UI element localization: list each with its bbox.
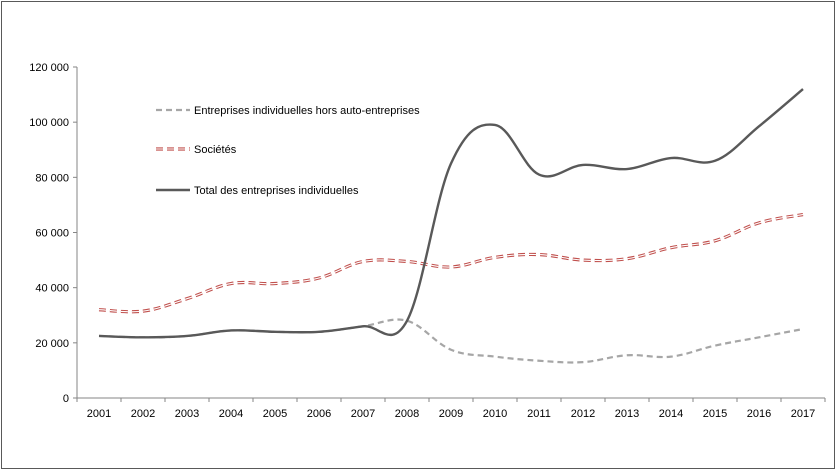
y-tick-label: 100 000 [29, 117, 69, 129]
y-tick-label: 120 000 [29, 62, 69, 74]
y-tick-label: 60 000 [35, 228, 69, 240]
series-1-line [98, 212, 804, 314]
series-2-line [98, 88, 804, 339]
x-tick-label: 2004 [219, 408, 243, 420]
legend-label-1: Sociétés [194, 144, 237, 156]
y-tick-label: 40 000 [35, 283, 69, 295]
chart-legend: Entreprises individuelles hors auto-entr… [156, 105, 420, 197]
x-tick-label: 2013 [615, 408, 639, 420]
x-tick-label: 2005 [263, 408, 287, 420]
x-tick-label: 2012 [571, 408, 595, 420]
x-tick-label: 2007 [351, 408, 375, 420]
x-tick-label: 2010 [483, 408, 507, 420]
x-tick-label: 2002 [131, 408, 155, 420]
x-tick-label: 2016 [747, 408, 771, 420]
x-tick-label: 2015 [703, 408, 727, 420]
y-tick-label: 20 000 [35, 338, 69, 350]
y-tick-label: 0 [63, 393, 69, 405]
x-tick-label: 2003 [175, 408, 199, 420]
series-0-line [98, 318, 804, 364]
x-tick-label: 2001 [87, 408, 111, 420]
x-tick-label: 2008 [395, 408, 419, 420]
x-tick-label: 2014 [659, 408, 683, 420]
x-tick-label: 2011 [527, 408, 551, 420]
chart-axes: 0 20 000 40 000 60 000 80 000 100 000 120 000 2… [29, 62, 826, 420]
chart-series [98, 88, 804, 364]
series-1-line-inner [98, 214, 804, 313]
legend-label-2: Total des entreprises individuelles [194, 185, 359, 197]
y-tick-label: 80 000 [35, 172, 69, 184]
x-tick-label: 2006 [307, 408, 331, 420]
legend-label-0: Entreprises individuelles hors auto-entr… [194, 105, 420, 117]
x-tick-label: 2017 [791, 408, 815, 420]
x-tick-label: 2009 [439, 408, 463, 420]
